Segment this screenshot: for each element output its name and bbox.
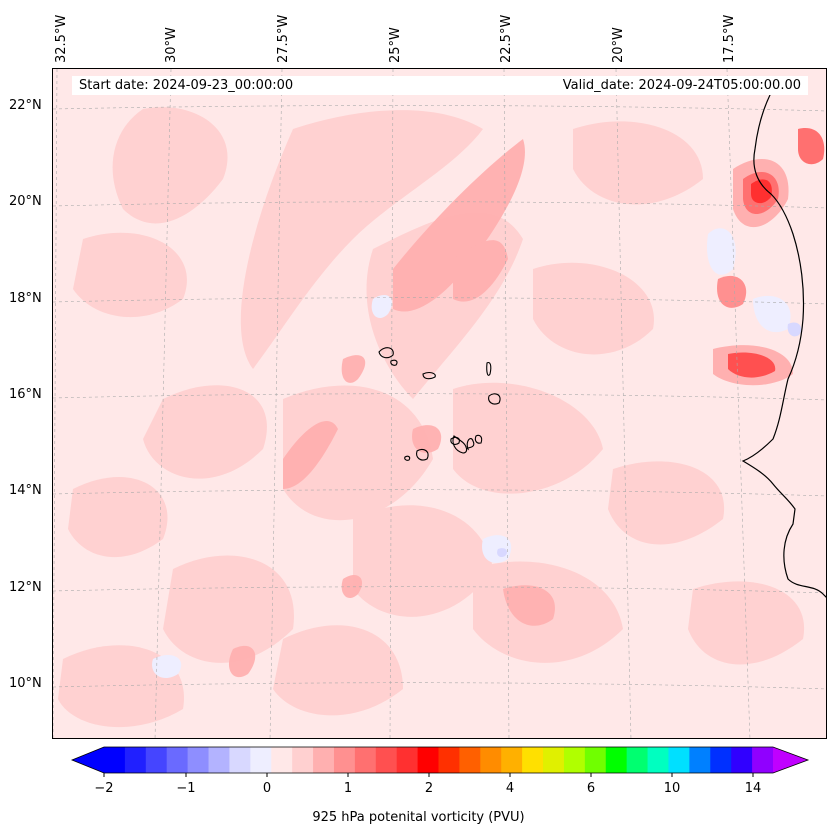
colorbar-swatch — [438, 747, 460, 773]
colorbar-swatch — [459, 747, 481, 773]
lon-label: 27.5°W — [276, 14, 291, 63]
colorbar-title: 925 hPa potenital vorticity (PVU) — [312, 810, 525, 825]
date-banner: Start date: 2024-09-23_00:00:00 Valid_da… — [72, 76, 808, 95]
colorbar-tick-label: 4 — [505, 781, 515, 796]
colorbar-swatch — [208, 747, 230, 773]
start-date-label: Start date: 2024-09-23_00:00:00 — [79, 78, 294, 93]
valid-date-label: Valid_date: 2024-09-24T05:00:00.00 — [562, 78, 801, 93]
colorbar-swatch — [229, 747, 251, 773]
colorbar-swatch — [417, 747, 439, 773]
lon-label: 17.5°W — [722, 14, 737, 63]
colorbar-tick-label: 1 — [343, 781, 353, 796]
colorbar-swatch — [145, 747, 168, 773]
colorbar-swatch — [647, 747, 669, 773]
colorbar-swatch — [668, 747, 690, 773]
colorbar-swatch — [626, 747, 649, 773]
lon-label: 22.5°W — [499, 14, 514, 63]
colorbar-swatch — [292, 747, 314, 773]
lon-label: 20°W — [611, 27, 626, 63]
colorbar-swatch — [375, 747, 398, 773]
lat-label: 20°N — [9, 194, 42, 209]
lon-label: 32.5°W — [54, 14, 69, 63]
colorbar-tick-label: −1 — [176, 781, 196, 796]
lat-label: 16°N — [9, 387, 42, 402]
colorbar-swatch — [689, 747, 711, 773]
colorbar-swatch — [166, 747, 189, 773]
colorbar-tick-label: 0 — [262, 781, 272, 796]
colorbar-tick-label: 2 — [424, 781, 434, 796]
colorbar-swatch — [731, 747, 753, 773]
colorbar-swatch — [543, 747, 565, 773]
lat-label: 12°N — [9, 580, 42, 595]
lat-label: 14°N — [9, 483, 42, 498]
colorbar-swatch — [250, 747, 272, 773]
colorbar — [70, 746, 810, 777]
lon-label: 30°W — [164, 27, 179, 63]
lat-label: 18°N — [9, 291, 42, 306]
colorbar-swatch — [501, 747, 523, 773]
colorbar-swatch — [271, 747, 293, 773]
pv-contour-field — [53, 69, 826, 738]
colorbar-swatch — [710, 747, 732, 773]
colorbar-swatch — [584, 747, 607, 773]
colorbar-swatch — [522, 747, 544, 773]
colorbar-swatch — [396, 747, 419, 773]
colorbar-swatch — [124, 747, 147, 773]
colorbar-swatch — [333, 747, 356, 773]
colorbar-swatch — [752, 747, 774, 773]
colorbar-swatch — [480, 747, 502, 773]
colorbar-swatch — [563, 747, 586, 773]
lat-label: 22°N — [9, 98, 42, 113]
lat-label: 10°N — [9, 676, 42, 691]
colorbar-tick-label: 10 — [663, 781, 681, 796]
lon-label: 25°W — [388, 27, 403, 63]
colorbar-tick-label: 6 — [586, 781, 596, 796]
colorbar-extend-low — [72, 747, 104, 773]
colorbar-swatch — [354, 747, 377, 773]
colorbar-swatch — [313, 747, 335, 773]
colorbar-tick-label: −2 — [94, 781, 114, 796]
colorbar-swatch — [605, 747, 628, 773]
colorbar-extend-high — [773, 747, 808, 773]
colorbar-swatch — [187, 747, 210, 773]
pv-map: Start date: 2024-09-23_00:00:00 Valid_da… — [52, 68, 827, 739]
colorbar-tick-label: 14 — [744, 781, 762, 796]
colorbar-swatch — [104, 747, 126, 773]
